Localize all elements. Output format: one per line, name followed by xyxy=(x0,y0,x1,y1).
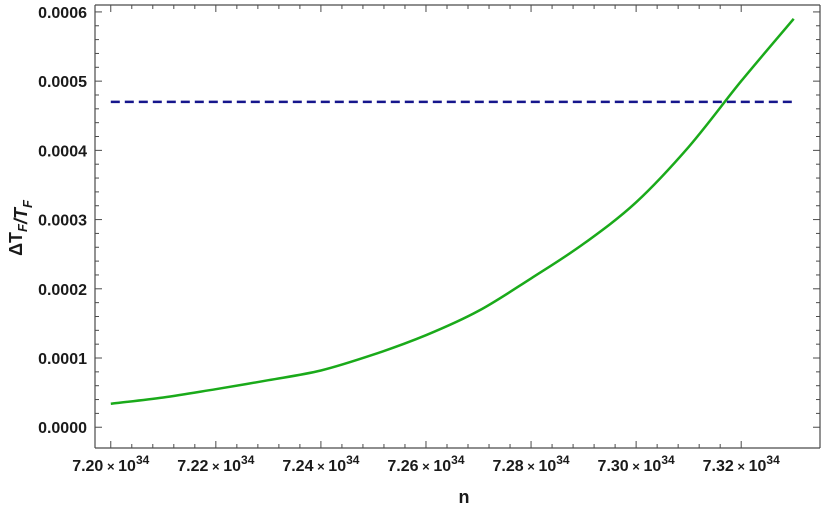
x-tick-label: 7.32 × 1034 xyxy=(703,453,780,475)
x-tick-label: 7.20 × 1034 xyxy=(72,453,149,475)
y-tick-label: 0.0002 xyxy=(38,282,87,299)
plot-frame xyxy=(94,4,821,449)
x-tick-label: 7.26 × 1034 xyxy=(387,453,464,475)
y-tick-label: 0.0005 xyxy=(38,74,87,91)
x-tick-label: 7.30 × 1034 xyxy=(598,453,675,475)
x-axis-label: n xyxy=(459,487,470,507)
y-tick-label: 0.0001 xyxy=(38,351,87,368)
x-tick-label: 7.28 × 1034 xyxy=(492,453,569,475)
y-tick-label: 0.0006 xyxy=(38,5,87,22)
y-axis-label: ΔTF/TF xyxy=(6,199,35,256)
x-axis-ticks: 7.20 × 1034 7.22 × 1034 7.24 × 1034 7.26 × … xyxy=(72,5,780,475)
y-tick-label: 0.0004 xyxy=(38,143,87,160)
data-curve xyxy=(110,17,795,405)
x-tick-label: 7.24 × 1034 xyxy=(282,453,359,475)
y-tick-label: 0.0003 xyxy=(38,213,87,230)
series-layer xyxy=(110,17,795,405)
x-tick-label: 7.22 × 1034 xyxy=(177,453,254,475)
y-tick-label: 0.0000 xyxy=(38,420,87,437)
y-axis-ticks: 0.0000 0.0001 0.0002 0.0003 0.0004 0.0005 0.00… xyxy=(38,5,820,437)
